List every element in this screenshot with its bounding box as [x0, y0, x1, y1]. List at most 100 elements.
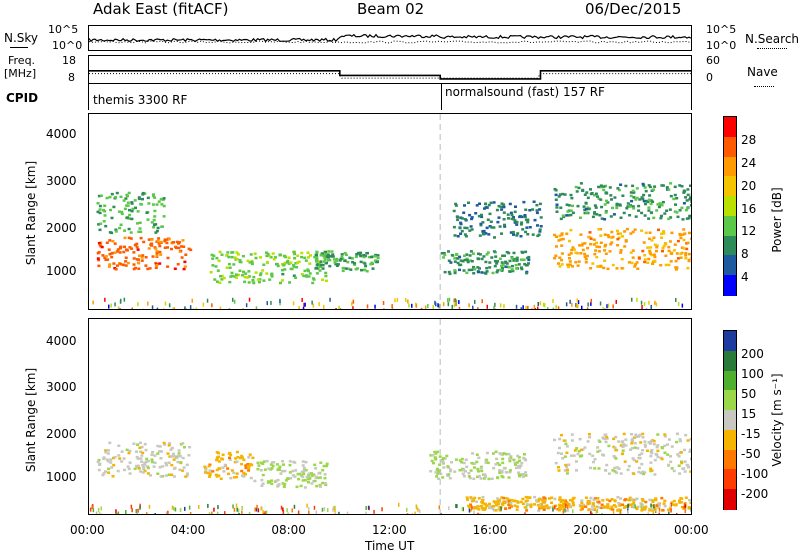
- heatmap-cell: [297, 260, 301, 264]
- heatmap-cell: [369, 262, 373, 266]
- heatmap-cell: [593, 204, 597, 207]
- heatmap-cell: [607, 235, 611, 239]
- heatmap-cell: [497, 204, 501, 208]
- heatmap-cell: [572, 248, 576, 251]
- heatmap-cell: [537, 509, 541, 512]
- heatmap-cell: [485, 253, 489, 256]
- heatmap-cell: [371, 267, 375, 270]
- heatmap-cell: [276, 478, 280, 482]
- heatmap-cell: [674, 203, 677, 206]
- heatmap-cell: [614, 435, 618, 439]
- heatmap-cell: [376, 254, 380, 257]
- heatmap-cell: [159, 450, 163, 453]
- heatmap-cell: [599, 301, 602, 306]
- heatmap-cell: [581, 188, 585, 192]
- heatmap-cell: [453, 271, 457, 275]
- heatmap-cell: [149, 474, 152, 477]
- heatmap-cell: [601, 499, 605, 502]
- heatmap-cell: [605, 199, 608, 203]
- heatmap-cell: [625, 207, 629, 210]
- heatmap-cell: [617, 467, 621, 470]
- heatmap-cell: [598, 245, 601, 249]
- heatmap-cell: [514, 463, 517, 466]
- heatmap-cell: [244, 272, 248, 275]
- heatmap-cell: [153, 454, 157, 457]
- heatmap-cell: [323, 256, 327, 260]
- heatmap-cell: [500, 208, 504, 211]
- heatmap-cell: [610, 505, 614, 508]
- heatmap-cell: [453, 260, 457, 263]
- heatmap-cell: [480, 500, 484, 504]
- heatmap-cell: [273, 256, 277, 259]
- heatmap-cell: [505, 471, 509, 474]
- heatmap-cell: [354, 255, 358, 259]
- heatmap-cell: [116, 469, 120, 473]
- heatmap-cell: [688, 214, 692, 218]
- heatmap-cell: [529, 503, 533, 506]
- heatmap-cell: [127, 191, 131, 195]
- heatmap-cell: [579, 182, 583, 185]
- colorbar-segment: [724, 489, 736, 510]
- heatmap-cell: [640, 452, 644, 455]
- heatmap-cell: [448, 477, 452, 480]
- heatmap-cell: [514, 205, 517, 208]
- heatmap-cell: [501, 457, 505, 461]
- heatmap-cell: [648, 300, 650, 305]
- heatmap-cell: [443, 270, 447, 274]
- heatmap-cell: [113, 455, 117, 459]
- heatmap-cell: [556, 508, 560, 511]
- heatmap-cell: [594, 192, 598, 195]
- heatmap-cell: [507, 217, 510, 220]
- heatmap-cell: [675, 197, 679, 200]
- power-ytick-4000: 4000: [46, 127, 77, 141]
- heatmap-cell: [102, 457, 106, 460]
- heatmap-cell: [494, 450, 498, 453]
- heatmap-cell: [673, 193, 677, 197]
- heatmap-cell: [465, 496, 469, 499]
- heatmap-cell: [228, 308, 231, 313]
- heatmap-cell: [217, 474, 221, 477]
- heatmap-cell: [578, 244, 582, 247]
- heatmap-cell: [162, 197, 166, 200]
- heatmap-cell: [154, 266, 158, 269]
- heatmap-cell: [322, 464, 326, 468]
- heatmap-cell: [147, 202, 151, 205]
- heatmap-cell: [493, 501, 497, 504]
- heatmap-cell: [690, 256, 694, 259]
- heatmap-cell: [524, 264, 528, 267]
- heatmap-cell: [140, 259, 144, 262]
- heatmap-cell: [300, 251, 304, 255]
- heatmap-cell: [668, 506, 672, 510]
- heatmap-cell: [230, 469, 234, 472]
- heatmap-cell: [462, 469, 466, 472]
- heatmap-cell: [320, 252, 324, 255]
- heatmap-cell: [282, 463, 285, 466]
- heatmap-cell: [539, 225, 543, 228]
- heatmap-cell: [680, 185, 684, 188]
- heatmap-cell: [128, 213, 132, 217]
- heatmap-cell: [565, 465, 569, 468]
- heatmap-cell: [247, 281, 251, 284]
- heatmap-cell: [678, 233, 682, 237]
- heatmap-cell: [591, 502, 595, 505]
- heatmap-cell: [122, 250, 126, 254]
- heatmap-cell: [633, 498, 637, 501]
- heatmap-cell: [463, 258, 467, 262]
- heatmap-cell: [541, 499, 545, 503]
- heatmap-cell: [604, 469, 608, 472]
- heatmap-cell: [560, 252, 564, 255]
- heatmap-cell: [349, 268, 353, 271]
- heatmap-cell: [493, 236, 496, 239]
- heatmap-cell: [686, 241, 690, 245]
- heatmap-cell: [558, 256, 562, 259]
- heatmap-cell: [644, 189, 648, 193]
- heatmap-cell: [552, 507, 554, 512]
- heatmap-cell: [117, 210, 121, 213]
- heatmap-cell: [616, 244, 620, 247]
- heatmap-cell: [491, 271, 495, 275]
- heatmap-cell: [128, 461, 132, 464]
- heatmap-cell: [688, 198, 692, 201]
- heatmap-cell: [513, 210, 517, 214]
- heatmap-cell: [318, 483, 322, 487]
- heatmap-cell: [591, 215, 595, 219]
